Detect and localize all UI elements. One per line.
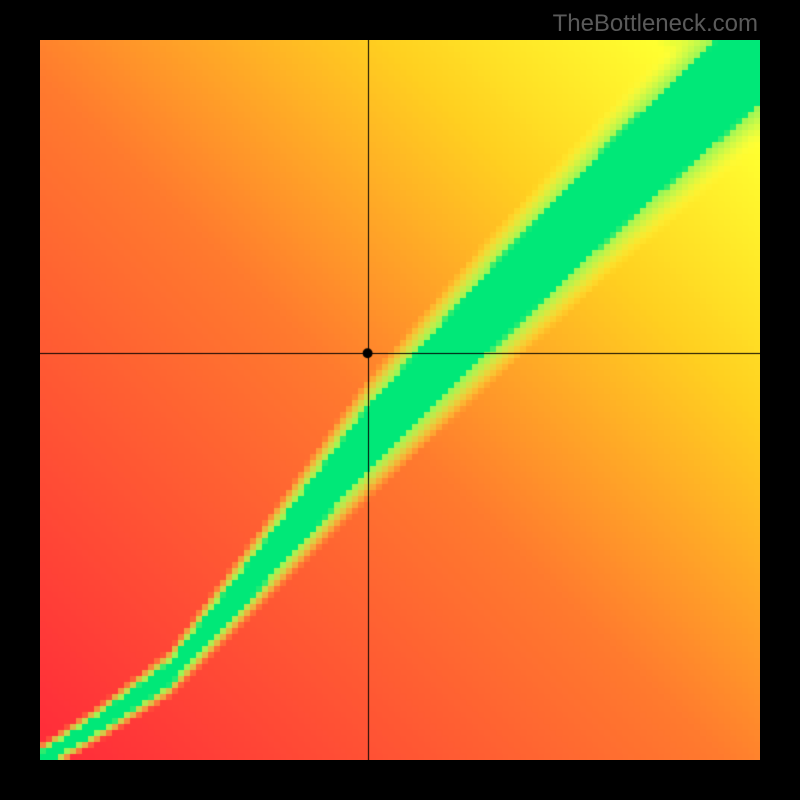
crosshair-overlay [40,40,760,760]
watermark-text: TheBottleneck.com [553,10,758,38]
